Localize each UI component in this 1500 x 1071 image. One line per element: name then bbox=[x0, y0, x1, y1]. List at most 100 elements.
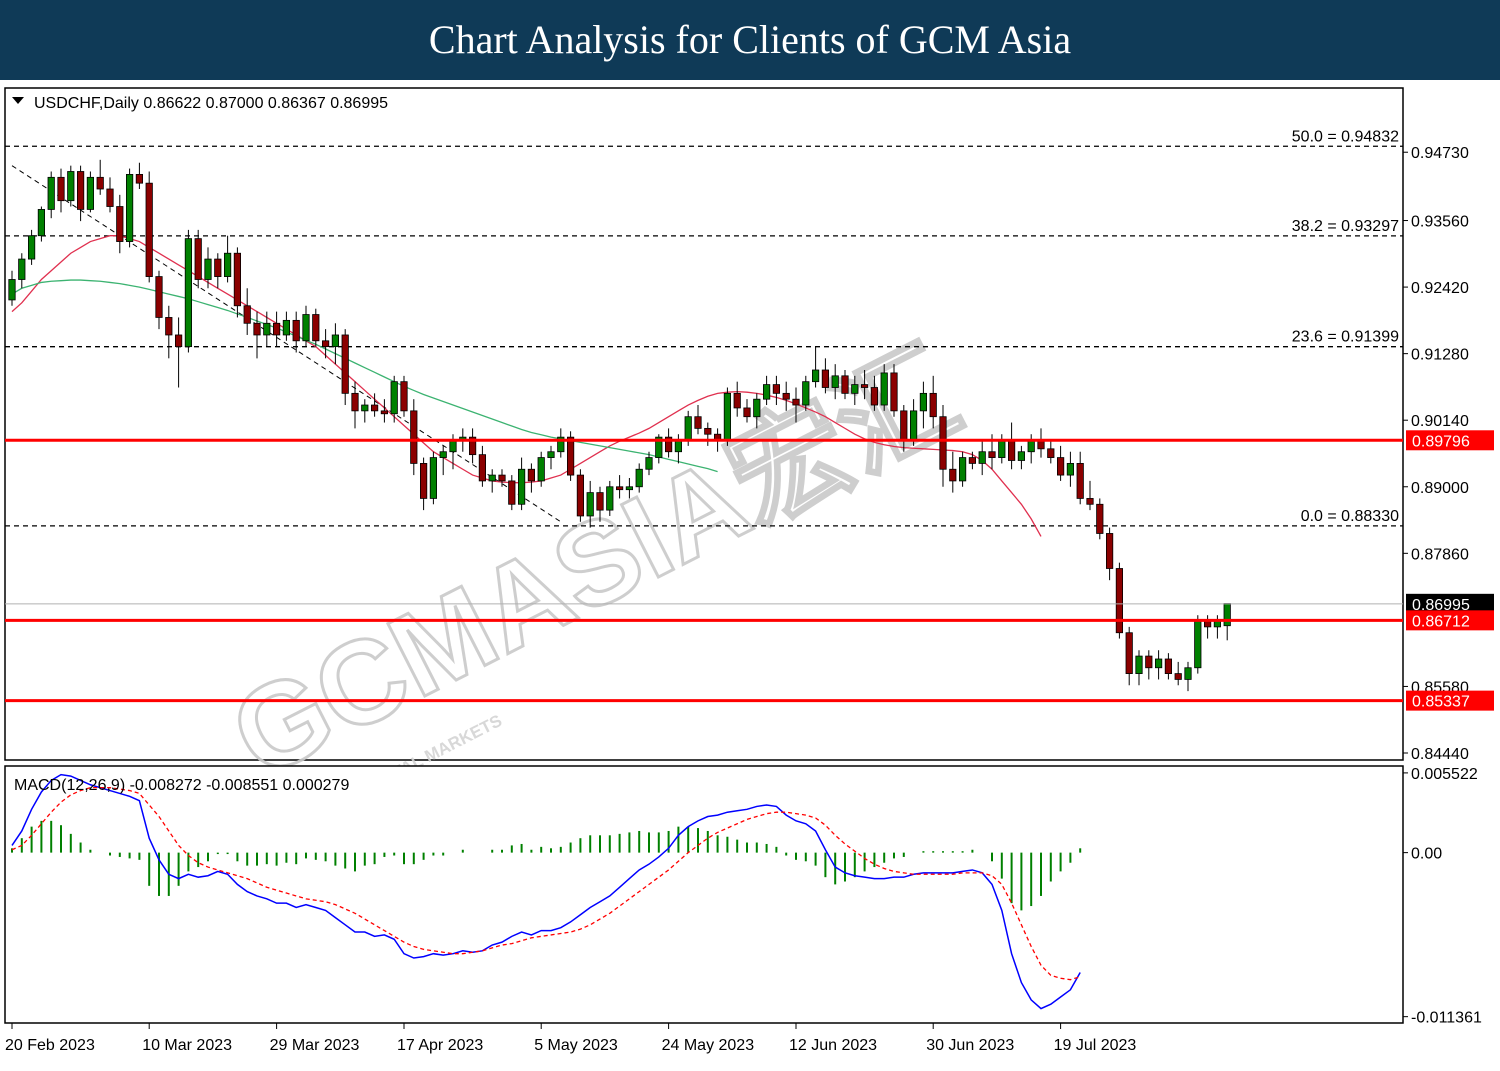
candle bbox=[1135, 650, 1143, 686]
candle bbox=[1115, 562, 1123, 639]
fib-level-label: 23.6 = 0.91399 bbox=[1292, 329, 1399, 346]
macd-info: MACD(12,26,9) -0.008272 -0.008551 0.0002… bbox=[14, 777, 349, 794]
candle-body bbox=[478, 454, 487, 482]
candle-body bbox=[1194, 620, 1202, 669]
candle-body bbox=[1096, 503, 1104, 534]
candle bbox=[929, 375, 937, 429]
candle bbox=[57, 168, 65, 213]
dropdown-triangle-icon[interactable] bbox=[12, 97, 24, 104]
candle bbox=[400, 375, 408, 417]
candle-body bbox=[1017, 451, 1026, 461]
horizontal-levels bbox=[5, 438, 1403, 703]
candle bbox=[214, 253, 222, 289]
candle bbox=[439, 445, 447, 476]
candle bbox=[116, 194, 124, 254]
price-panel-frame bbox=[4, 87, 1404, 761]
candle-body bbox=[429, 457, 438, 499]
candle-body bbox=[684, 416, 692, 441]
candle-body bbox=[890, 372, 898, 412]
candle-body bbox=[145, 182, 153, 277]
candle bbox=[1017, 445, 1026, 470]
candle-body bbox=[1057, 457, 1065, 476]
candle bbox=[949, 451, 957, 493]
candle bbox=[547, 445, 555, 470]
candle bbox=[1155, 650, 1163, 680]
candle-body bbox=[1213, 620, 1221, 628]
candle-body bbox=[1145, 655, 1153, 669]
candle bbox=[1096, 498, 1104, 540]
candle-body bbox=[1135, 655, 1143, 674]
candle-body bbox=[959, 457, 967, 482]
candle-body bbox=[370, 404, 379, 412]
candle bbox=[1086, 480, 1094, 511]
time-tick-label: 5 May 2023 bbox=[534, 1037, 618, 1054]
candle-body bbox=[606, 486, 614, 511]
candle bbox=[1184, 661, 1192, 692]
candle bbox=[67, 165, 75, 207]
candle-body bbox=[243, 305, 251, 324]
candle bbox=[312, 308, 320, 347]
candle bbox=[498, 469, 506, 487]
macd-histogram bbox=[11, 820, 1082, 911]
candle-body bbox=[331, 334, 340, 348]
candle-body bbox=[1115, 568, 1123, 634]
candle bbox=[1145, 650, 1153, 680]
level-tag-label: 0.85337 bbox=[1412, 694, 1470, 711]
price-tick-label: 0.90140 bbox=[1411, 413, 1469, 430]
price-tick-label: 0.91280 bbox=[1411, 347, 1469, 364]
candle bbox=[968, 451, 977, 470]
time-tick-label: 17 Apr 2023 bbox=[397, 1037, 483, 1054]
candle bbox=[576, 469, 585, 522]
candle-body bbox=[1204, 620, 1212, 628]
candle bbox=[841, 369, 849, 400]
candle-body bbox=[263, 322, 271, 336]
candle-body bbox=[282, 319, 291, 336]
candle bbox=[243, 288, 251, 335]
candle-body bbox=[468, 436, 477, 456]
candle bbox=[223, 235, 232, 283]
candle bbox=[468, 428, 477, 464]
candle bbox=[488, 469, 496, 493]
candle-body bbox=[1164, 658, 1172, 674]
candle-body bbox=[106, 188, 114, 207]
candle bbox=[919, 381, 928, 429]
trend-line-group bbox=[11, 165, 562, 523]
candle bbox=[792, 387, 800, 423]
candle-body bbox=[223, 252, 232, 277]
time-tick-label: 24 May 2023 bbox=[662, 1037, 755, 1054]
candle-body bbox=[126, 174, 134, 242]
candle-body bbox=[184, 238, 192, 348]
candle bbox=[429, 451, 438, 505]
candlesticks bbox=[8, 159, 1231, 692]
candle bbox=[96, 159, 104, 195]
candle bbox=[508, 475, 516, 511]
candle-body bbox=[665, 436, 673, 453]
candle bbox=[174, 317, 183, 388]
candle-body bbox=[645, 457, 653, 470]
macd-panel: 0.005522 0.00 -0.011361 MACD(12,26,9) -0.0… bbox=[4, 765, 1482, 1027]
candle bbox=[812, 346, 820, 388]
candle-body bbox=[1076, 463, 1084, 499]
candle bbox=[831, 364, 839, 400]
candle bbox=[263, 311, 271, 347]
time-axis: 20 Feb 2023 10 Mar 2023 29 Mar 2023 17 Apr … bbox=[5, 1023, 1136, 1054]
candle bbox=[331, 323, 340, 365]
candle-body bbox=[361, 404, 369, 412]
candle bbox=[282, 311, 291, 341]
candle-body bbox=[1008, 439, 1016, 461]
fib-level-label: 0.0 = 0.88330 bbox=[1301, 508, 1399, 525]
candle bbox=[135, 162, 143, 190]
candle bbox=[1106, 527, 1114, 581]
candle bbox=[537, 451, 545, 487]
candle-body bbox=[704, 427, 712, 435]
candle bbox=[518, 457, 526, 511]
candle-body bbox=[802, 381, 810, 406]
candle-body bbox=[77, 171, 85, 210]
candle bbox=[772, 375, 781, 406]
candle-body bbox=[253, 322, 261, 336]
candle-body bbox=[292, 319, 300, 342]
candle-body bbox=[1125, 632, 1133, 674]
price-tags: 0.86995 0.89796 0.86712 0.85337 bbox=[1406, 430, 1494, 711]
candle-body bbox=[723, 392, 732, 441]
candle-body bbox=[1155, 658, 1163, 669]
